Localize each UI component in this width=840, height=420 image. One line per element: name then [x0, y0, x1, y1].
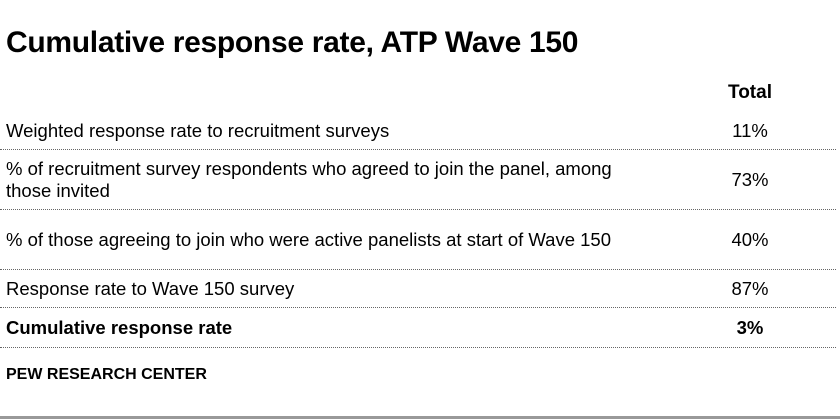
row-label: Weighted response rate to recruitment su… — [6, 119, 390, 141]
column-header-total: Total — [728, 82, 772, 103]
row-value: 73% — [731, 168, 769, 190]
row-label: Cumulative response rate — [6, 316, 233, 338]
row-label: Response rate to Wave 150 survey — [6, 277, 295, 299]
row-value: 3% — [736, 316, 764, 338]
table-row: % of those agreeing to join who were act… — [0, 210, 836, 270]
row-value: 40% — [731, 228, 769, 250]
row-label: % of those agreeing to join who were act… — [6, 228, 612, 250]
source-footer: PEW RESEARCH CENTER — [6, 366, 207, 383]
row-value: 87% — [731, 277, 769, 299]
page-title: Cumulative response rate, ATP Wave 150 — [6, 26, 579, 59]
bottom-divider — [0, 416, 840, 419]
table-row: Weighted response rate to recruitment su… — [0, 112, 836, 150]
row-value: 11% — [732, 119, 768, 141]
table-row: Response rate to Wave 150 survey 87% — [0, 270, 836, 308]
table-row-total: Cumulative response rate 3% — [0, 308, 836, 348]
table-row: % of recruitment survey respondents who … — [0, 150, 836, 210]
row-label: % of recruitment survey respondents who … — [6, 157, 612, 201]
